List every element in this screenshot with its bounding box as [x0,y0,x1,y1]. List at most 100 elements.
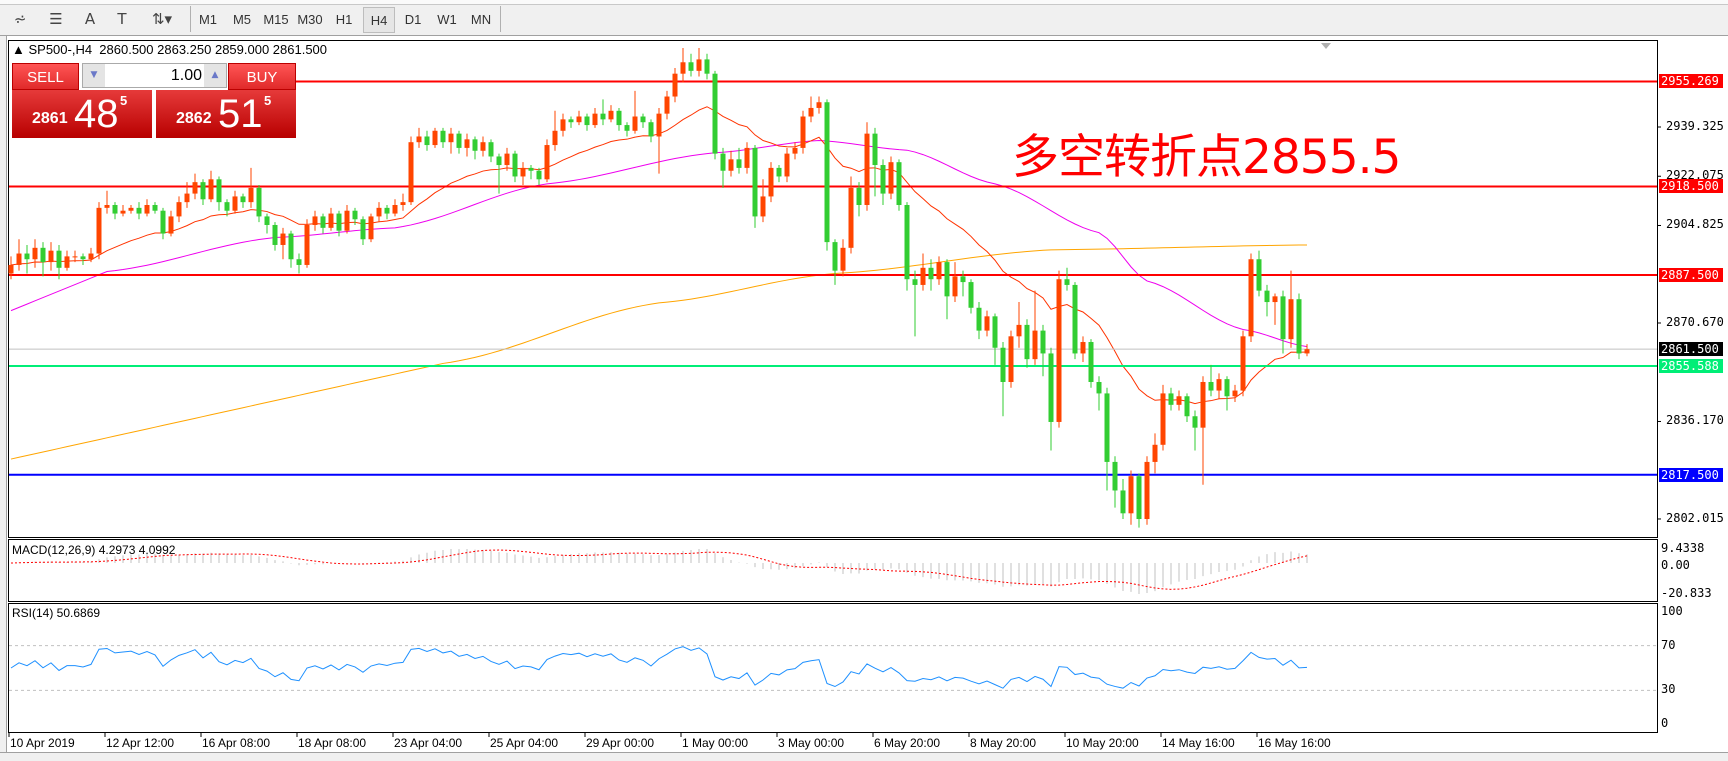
arrows-icon[interactable]: ⇅▾ [151,10,173,28]
candle-body [1024,324,1030,360]
time-axis-label: 14 May 16:00 [1162,736,1235,750]
buy-price-button[interactable]: 2862 51 5 [156,90,296,138]
candle-body [424,136,430,146]
candle-body [200,182,206,200]
candle-body [464,139,470,148]
rsi-axis-label: 30 [1661,682,1676,697]
buy-button[interactable]: BUY [228,63,296,90]
candle-body [160,210,166,234]
candle-body [1256,259,1262,291]
rsi-axis-label: 100 [1661,604,1683,618]
candle-body [392,205,398,214]
candle-body [216,179,222,203]
bottom-tab-strip [0,752,1728,761]
candle-body [1136,476,1142,520]
candle-body [728,159,734,171]
macd-axis-label: 9.4338 [1661,541,1705,555]
candle-body [832,242,838,271]
main-chart-panel[interactable] [8,40,1658,538]
text-icon[interactable]: A [84,10,96,28]
candle-body [552,130,558,146]
candle-body [328,213,334,228]
time-axis-label: 18 Apr 08:00 [298,736,367,750]
candle-body [208,179,214,200]
candle-body [1200,381,1206,428]
candle-body [432,130,438,146]
candle-body [272,224,278,245]
candle-body [136,207,142,214]
candle-body [904,205,910,280]
macd-panel[interactable] [8,539,1658,602]
candle-body [400,202,406,206]
lot-decrease-icon[interactable]: ▼ [83,64,105,87]
candle-body [976,307,982,331]
candle-body [1104,393,1110,462]
time-axis-label: 23 Apr 04:00 [394,736,463,750]
rsi-axis-label: 70 [1661,637,1676,652]
candle-body [848,187,854,248]
candle-body [168,216,174,234]
candle-body [688,62,694,71]
period-m15[interactable]: M15 [263,12,289,27]
candle-body [336,213,342,231]
lot-value[interactable]: 1.00 [170,67,202,84]
candle-body [416,136,422,143]
candle-body [664,96,670,114]
period-m30[interactable]: M30 [297,12,323,27]
period-d1[interactable]: D1 [404,12,422,27]
period-h1[interactable]: H1 [335,12,353,27]
rsi-line [10,646,1308,689]
candle-body [1192,416,1198,428]
rsi-panel[interactable] [8,603,1658,733]
candle-body [984,316,990,331]
candle-body [112,205,118,214]
candle-body [632,116,638,131]
fibonacci-fan-icon[interactable]: ☰ [49,10,63,28]
candle-body [640,116,646,123]
lot-size-input[interactable]: ▼ 1.00 ▲ [82,63,227,88]
period-w1[interactable]: W1 [437,12,457,27]
candle-body [32,247,38,260]
time-axis-label: 6 May 20:00 [874,736,941,750]
candle-body [680,62,686,74]
sell-button[interactable]: SELL [12,63,79,90]
candle-body [816,102,822,108]
candle-body [720,153,726,171]
candle-body [384,207,390,214]
period-m5[interactable]: M5 [232,12,252,27]
candle-body [1120,490,1126,514]
period-mn[interactable]: MN [470,12,492,27]
time-axis-label: 8 May 20:00 [970,736,1037,750]
text-label-icon[interactable]: T [117,10,127,28]
left-edge [0,36,7,752]
candle-body [960,276,966,283]
toolbar: ⩫ ☰ A T ⇅▾ M1 M5 M15 M30 H1 H4 D1 W1 MN [0,0,1728,36]
candle-body [56,250,62,268]
period-m1[interactable]: M1 [198,12,218,27]
candle-body [784,153,790,177]
period-h4[interactable]: H4 [363,7,395,33]
candle-body [152,205,158,211]
candle-body [896,162,902,206]
candle-body [176,202,182,217]
candle-body [872,133,878,166]
level-price-tag: 2817.500 [1659,467,1723,482]
candle-body [376,207,382,217]
candle-body [240,196,246,203]
time-axis-label: 3 May 00:00 [778,736,845,750]
candle-body [368,216,374,240]
sell-price-main: 2861 [32,110,68,127]
price-axis-label: 2836.170 [1666,413,1724,428]
candle-body [1224,379,1230,397]
lot-increase-icon[interactable]: ▲ [204,64,226,87]
candle-body [120,210,126,214]
sell-price-button[interactable]: 2861 48 5 [12,90,152,138]
candle-body [280,233,286,245]
candle-body [1168,393,1174,405]
candle-body [824,102,830,243]
candle-body [496,156,502,166]
candle-body [936,262,942,280]
fibonacci-expansion-icon[interactable]: ⩫ [13,10,27,28]
chart-annotation-text[interactable]: 多空转折点2855.5 [1012,130,1401,185]
